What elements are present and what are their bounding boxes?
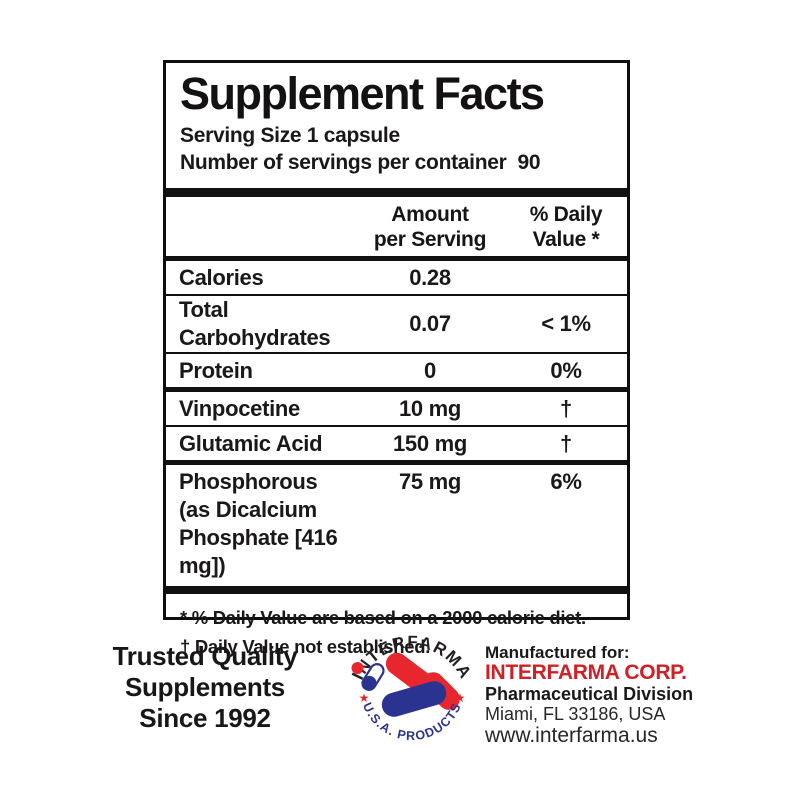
divider-footnotes-top	[166, 586, 627, 594]
row-glutamic-acid: Glutamic Acid 150 mg †	[166, 425, 627, 460]
manufacturer-website: www.interfarma.us	[485, 724, 658, 747]
logo-i-dot	[351, 662, 364, 674]
nutrient-name: Glutamic Acid	[179, 430, 323, 456]
nutrient-name-line2: (as Dicalcium	[179, 497, 317, 522]
manufacturer-address: Miami, FL 33186, USA	[485, 704, 666, 724]
logo-star-left-icon: ★	[359, 691, 370, 705]
tagline-line2: Supplements	[125, 672, 285, 702]
footnote-dagger: † Daily Value not established.	[180, 636, 431, 657]
nutrient-name: Phosphorous (as Dicalcium Phosphate [416…	[166, 468, 355, 580]
nutrient-amount: 0	[424, 357, 436, 383]
row-total-carbohydrates: Total Carbohydrates 0.07 < 1%	[166, 294, 627, 352]
logo-small-capsule-icon	[361, 663, 385, 691]
divider-thick-top	[166, 188, 627, 197]
footnotes-section: * % Daily Value are based on a 2000 calo…	[166, 594, 627, 661]
nutrient-amount: 0.07	[409, 311, 451, 336]
divider-header-bottom	[166, 256, 627, 261]
serving-size-text: Serving Size 1 capsule	[180, 124, 400, 147]
tagline-line3: Since 1992	[139, 703, 271, 733]
nutrient-daily-value: †	[560, 395, 572, 421]
column-header-row: Amount per Serving % Daily Value *	[166, 197, 627, 256]
column-header-amount: Amount per Serving	[355, 202, 505, 252]
tagline: Trusted Quality Supplements Since 1992	[83, 641, 327, 734]
interfarma-logo-icon: INTERFARMA ★ ★ U.S.A. PRODUCTS	[348, 632, 474, 743]
nutrient-amount: 0.28	[409, 264, 451, 290]
manufactured-for-label: Manufactured for:	[485, 643, 630, 662]
row-vinpocetine: Vinpocetine 10 mg †	[166, 387, 627, 425]
logo-star-right-icon: ★	[455, 691, 466, 705]
footnote-daily-value: * % Daily Value are based on a 2000 calo…	[180, 607, 586, 628]
column-header-daily-value: % Daily Value *	[505, 202, 627, 252]
amount-header-line2: per Serving	[373, 228, 487, 251]
nutrient-name: Total Carbohydrates	[179, 297, 331, 350]
tagline-line1: Trusted Quality	[112, 641, 298, 671]
nutrient-daily-value: 0%	[550, 357, 582, 383]
manufacturer-block: Manufactured for: INTERFARMA CORP. Pharm…	[485, 643, 693, 748]
nutrient-daily-value: < 1%	[541, 311, 591, 336]
logo-capsules-icon	[381, 652, 460, 717]
servings-per-container-text: Number of servings per container 90	[180, 151, 541, 174]
row-protein: Protein 0 0%	[166, 352, 627, 387]
manufacturer-company-name: INTERFARMA CORP.	[485, 661, 687, 684]
dv-header-line2: Value *	[532, 228, 600, 251]
nutrient-name: Protein	[179, 357, 253, 383]
nutrient-name: Calories	[179, 264, 264, 290]
supplement-facts-panel: Supplement Facts Serving Size 1 capsule …	[163, 60, 630, 657]
nutrient-amount: 75 mg	[398, 469, 462, 494]
manufacturer-division: Pharmaceutical Division	[485, 684, 694, 704]
row-calories: Calories 0.28	[166, 261, 627, 294]
nutrient-name: Vinpocetine	[179, 395, 300, 421]
nutrient-name-line3: Phosphate [416 mg])	[179, 525, 338, 578]
panel-title: Supplement Facts	[180, 68, 545, 119]
nutrient-daily-value: †	[560, 430, 572, 456]
nutrient-name-line1: Phosphorous	[179, 469, 318, 494]
interfarma-logo: INTERFARMA ★ ★ U.S.A. PRODUCTS	[337, 613, 487, 763]
row-phosphorous: Phosphorous (as Dicalcium Phosphate [416…	[166, 460, 627, 586]
dv-header-line1: % Daily	[529, 203, 603, 226]
nutrient-amount: 150 mg	[392, 430, 468, 456]
amount-header-line1: Amount	[391, 203, 469, 226]
nutrient-amount: 10 mg	[398, 395, 462, 421]
nutrient-daily-value: 6%	[550, 469, 582, 494]
